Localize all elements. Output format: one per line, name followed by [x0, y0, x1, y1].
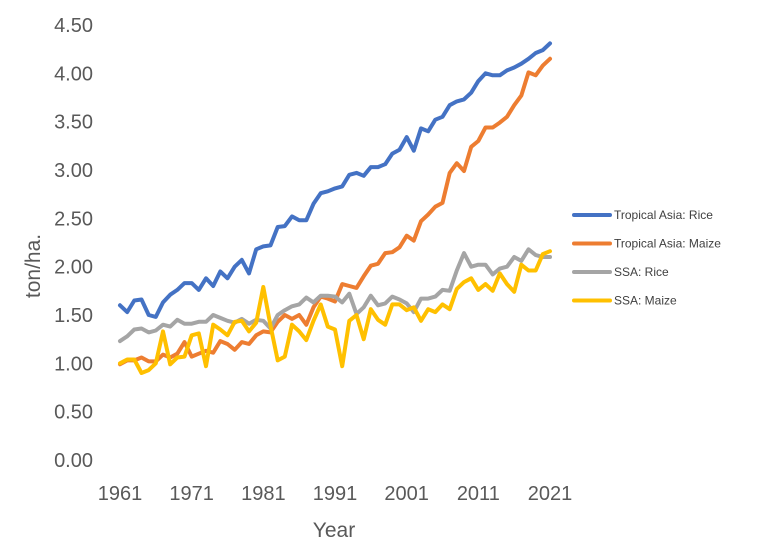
y-axis-tick-labels: 0.00 0.50 1.00 1.50 2.00 2.50 3.00 3.50 4.00 4.50 — [54, 15, 93, 472]
y-tick-label: 3.50 — [54, 112, 93, 134]
x-tick-label: 1961 — [98, 483, 143, 505]
y-tick-label: 0.50 — [54, 402, 93, 424]
x-axis-tick-labels: 1961 1971 1981 1991 2001 2011 2021 — [98, 483, 573, 505]
legend-label: Tropical Asia: Rice — [614, 208, 713, 222]
y-tick-label: 3.00 — [54, 160, 93, 182]
y-axis-title: ton/ha. — [22, 234, 45, 298]
y-tick-label: 2.00 — [54, 257, 93, 279]
x-axis-title: Year — [313, 519, 355, 542]
legend-item: SSA: Rice — [572, 265, 669, 279]
y-tick-label: 1.00 — [54, 353, 93, 375]
y-tick-label: 0.00 — [54, 450, 93, 472]
x-tick-label: 2021 — [528, 483, 573, 505]
legend-item: Tropical Asia: Maize — [572, 237, 721, 251]
x-tick-label: 2011 — [457, 483, 500, 505]
x-tick-label: 1971 — [169, 483, 214, 505]
series-line-ssa-maize — [118, 249, 552, 375]
y-tick-label: 2.50 — [54, 208, 93, 230]
series-lines — [118, 41, 552, 375]
legend-item: SSA: Maize — [572, 294, 677, 308]
legend-label: Tropical Asia: Maize — [614, 237, 721, 251]
legend: Tropical Asia: Rice Tropical Asia: Maize S… — [572, 208, 721, 308]
y-tick-label: 1.50 — [54, 305, 93, 327]
x-tick-label: 2001 — [384, 483, 429, 505]
x-tick-label: 1991 — [313, 483, 358, 505]
legend-item: Tropical Asia: Rice — [572, 208, 713, 222]
series-line-tropical-asia-rice — [118, 41, 552, 319]
series-line-ssa-rice — [118, 247, 552, 344]
y-tick-label: 4.50 — [54, 15, 93, 37]
legend-label: SSA: Rice — [614, 265, 669, 279]
legend-label: SSA: Maize — [614, 294, 677, 308]
y-tick-label: 4.00 — [54, 63, 93, 85]
x-tick-label: 1981 — [241, 483, 286, 505]
series-line-tropical-asia-maize — [118, 56, 552, 367]
